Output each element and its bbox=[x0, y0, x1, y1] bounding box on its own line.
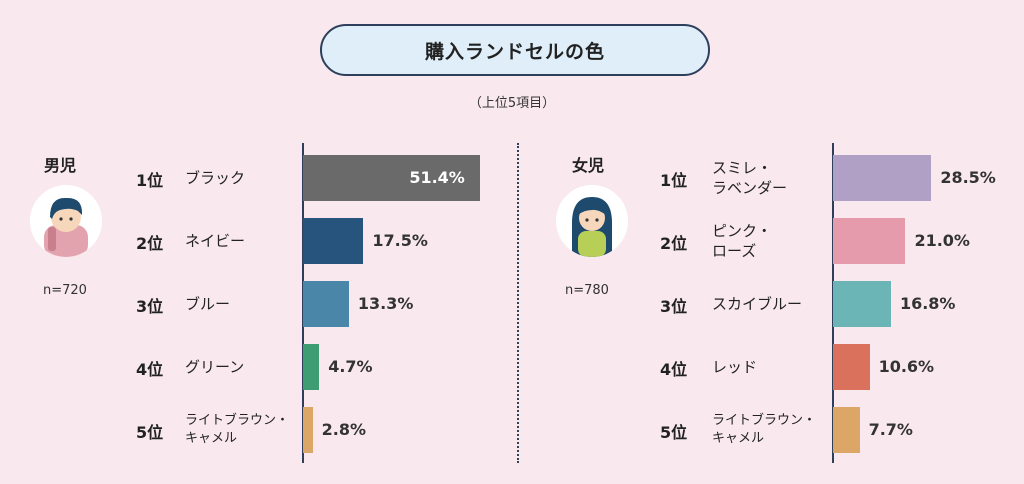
bar bbox=[303, 407, 313, 453]
bar-axis bbox=[832, 143, 834, 463]
category-label: スミレ・ ラベンダー bbox=[712, 159, 788, 197]
category-label: グリーン bbox=[185, 358, 245, 376]
value-label: 17.5% bbox=[372, 231, 428, 250]
value-label: 2.8% bbox=[321, 420, 367, 439]
rank-label: 2位 bbox=[660, 234, 688, 253]
value-label: 21.0% bbox=[914, 231, 970, 250]
panel-divider bbox=[517, 143, 519, 463]
rank-label: 3位 bbox=[660, 297, 688, 316]
bar bbox=[833, 155, 932, 201]
girls-group-label: 女児 bbox=[572, 156, 605, 175]
boy-avatar bbox=[30, 185, 102, 257]
category-label: スカイブルー bbox=[712, 295, 803, 313]
bar bbox=[303, 281, 349, 327]
rank-label: 5位 bbox=[660, 423, 688, 442]
category-label: ネイビー bbox=[185, 232, 246, 250]
bar-axis bbox=[302, 143, 304, 463]
bar bbox=[833, 407, 860, 453]
value-label: 10.6% bbox=[878, 357, 935, 376]
value-label: 4.7% bbox=[328, 357, 373, 376]
bar bbox=[303, 155, 481, 201]
bar bbox=[303, 218, 364, 264]
rank-label: 4位 bbox=[136, 360, 164, 379]
value-label: 7.7% bbox=[868, 420, 913, 439]
category-label: レッド bbox=[712, 358, 758, 376]
boy-avatar-icon bbox=[30, 185, 102, 257]
rank-label: 1位 bbox=[660, 171, 688, 190]
boys-group-label: 男児 bbox=[44, 156, 77, 175]
rank-label: 2位 bbox=[136, 234, 164, 253]
chart-subtitle: （上位5項目） bbox=[468, 96, 556, 111]
bar bbox=[303, 344, 320, 390]
rank-label: 3位 bbox=[136, 297, 164, 316]
value-label: 16.8% bbox=[899, 294, 956, 313]
value-label: 51.4% bbox=[409, 168, 465, 187]
bar bbox=[833, 281, 891, 327]
category-label: ブラック bbox=[185, 169, 246, 187]
girl-avatar bbox=[556, 185, 628, 257]
category-label: ピンク・ ローズ bbox=[712, 222, 772, 260]
category-label: ライトブラウン・ キャメル bbox=[712, 413, 817, 446]
bar bbox=[833, 344, 870, 390]
value-label: 13.3% bbox=[357, 294, 414, 313]
bar bbox=[833, 218, 906, 264]
value-label: 28.5% bbox=[940, 168, 996, 187]
category-label: ブルー bbox=[185, 295, 231, 313]
chart-title: 購入ランドセルの色 bbox=[320, 24, 710, 76]
rank-label: 4位 bbox=[660, 360, 688, 379]
girl-avatar-icon bbox=[556, 185, 628, 257]
rank-label: 1位 bbox=[136, 171, 164, 190]
girls-sample-size: n=780 bbox=[565, 283, 609, 298]
rank-label: 5位 bbox=[136, 423, 164, 442]
boys-sample-size: n=720 bbox=[43, 283, 87, 298]
category-label: ライトブラウン・ キャメル bbox=[185, 413, 290, 446]
